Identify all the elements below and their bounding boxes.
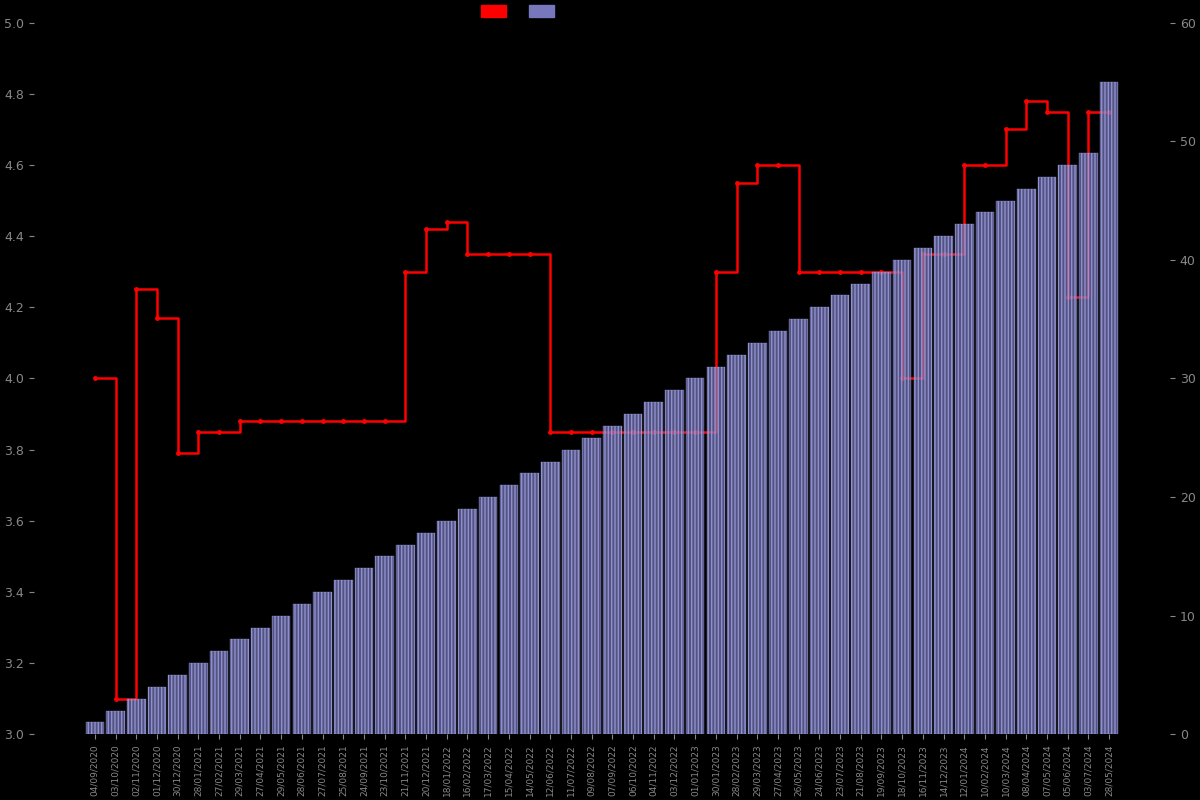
Bar: [976, 212, 995, 734]
Bar: [479, 497, 498, 734]
Bar: [458, 509, 476, 734]
Bar: [624, 414, 642, 734]
Bar: [913, 248, 932, 734]
Bar: [416, 533, 436, 734]
Bar: [790, 319, 808, 734]
Bar: [355, 568, 373, 734]
Bar: [1018, 189, 1036, 734]
Bar: [893, 260, 912, 734]
Bar: [210, 651, 228, 734]
Bar: [127, 698, 145, 734]
Bar: [872, 272, 890, 734]
Legend: , : ,: [476, 0, 569, 23]
Bar: [686, 378, 704, 734]
Bar: [168, 675, 187, 734]
Bar: [810, 307, 829, 734]
Bar: [727, 354, 746, 734]
Bar: [334, 580, 353, 734]
Bar: [582, 438, 601, 734]
Bar: [1038, 177, 1056, 734]
Bar: [1079, 153, 1098, 734]
Bar: [604, 426, 622, 734]
Bar: [541, 462, 559, 734]
Bar: [852, 283, 870, 734]
Bar: [396, 545, 415, 734]
Bar: [935, 236, 953, 734]
Bar: [251, 627, 270, 734]
Bar: [376, 557, 394, 734]
Bar: [148, 687, 167, 734]
Bar: [748, 343, 767, 734]
Bar: [521, 474, 539, 734]
Bar: [1100, 82, 1118, 734]
Bar: [955, 224, 973, 734]
Bar: [562, 450, 581, 734]
Bar: [830, 295, 850, 734]
Bar: [190, 663, 208, 734]
Bar: [313, 592, 332, 734]
Bar: [644, 402, 664, 734]
Bar: [769, 331, 787, 734]
Bar: [499, 486, 518, 734]
Bar: [996, 201, 1015, 734]
Bar: [85, 722, 104, 734]
Bar: [1058, 165, 1078, 734]
Bar: [272, 616, 290, 734]
Bar: [707, 366, 725, 734]
Bar: [438, 521, 456, 734]
Bar: [665, 390, 684, 734]
Bar: [107, 710, 125, 734]
Bar: [230, 639, 250, 734]
Bar: [293, 604, 311, 734]
